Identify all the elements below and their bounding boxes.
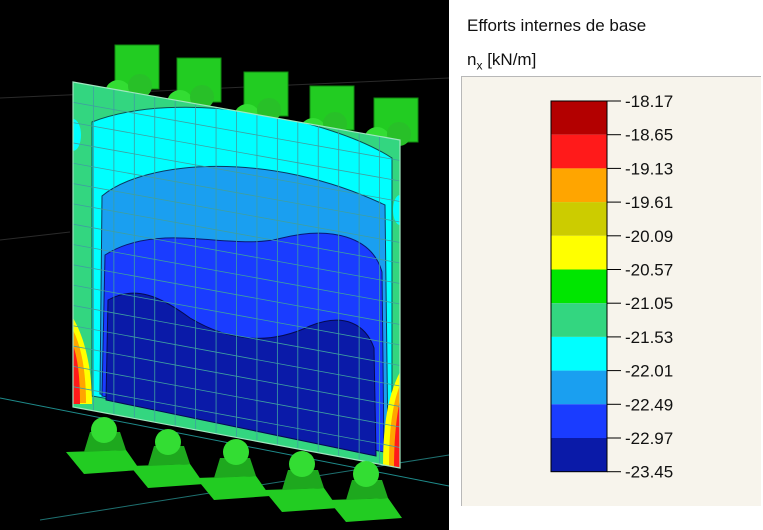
legend-swatch: [551, 168, 607, 203]
mesh-line: [73, 386, 400, 448]
corner-bubble: [73, 119, 81, 151]
legend-value: -19.13: [625, 159, 673, 178]
results-panel: Efforts internes de base nx [kN/m] -18.1…: [457, 0, 763, 530]
legend-swatch: [551, 202, 607, 236]
legend-value: -20.57: [625, 261, 673, 280]
panel-title: Efforts internes de base: [467, 16, 647, 35]
legend-swatch: [551, 269, 607, 304]
mesh-line: [73, 305, 400, 366]
bottom-support: [130, 429, 204, 488]
panel-divider[interactable]: [449, 0, 457, 530]
panel-quantity-label: nx [kN/m]: [467, 50, 536, 72]
legend-swatch: [551, 370, 607, 405]
fe-mesh: [73, 85, 400, 465]
mesh-line: [73, 284, 400, 346]
legend-value: -18.17: [625, 92, 673, 111]
legend-swatch: [551, 438, 607, 472]
legend-value: -22.49: [625, 395, 673, 414]
corner-bubble: [393, 195, 400, 225]
mesh-line: [73, 264, 400, 325]
legend-swatch: [551, 235, 607, 270]
legend-frame: [550, 100, 608, 473]
legend-swatch: [551, 134, 607, 169]
legend-value: -18.65: [625, 126, 673, 145]
construction-line: [0, 77, 449, 99]
legend-value: -22.97: [625, 429, 673, 448]
legend-value: -22.01: [625, 362, 673, 381]
color-legend: -18.17 -18.65 -19.13 -19.61 -20.09 -20.57 -21.…: [461, 76, 761, 506]
edge-gradient-left: [73, 345, 80, 404]
legend-value: -23.45: [625, 463, 673, 482]
legend-swatch: [551, 303, 607, 337]
legend-value: -19.61: [625, 193, 673, 212]
plate-outline: [72, 81, 401, 469]
mesh-line: [73, 325, 400, 387]
bottom-support: [66, 417, 140, 474]
quantity-unit: [kN/m]: [482, 50, 537, 69]
bottom-support: [264, 451, 338, 512]
top-support: [167, 57, 222, 116]
legend-value: -20.09: [625, 227, 673, 246]
legend-swatch: [551, 336, 607, 371]
edge-gradient-right: [394, 400, 400, 468]
model-viewport[interactable]: [0, 0, 449, 530]
legend-swatch: [551, 404, 607, 438]
quantity-subscript: x: [476, 58, 483, 73]
bottom-support: [328, 461, 402, 522]
plate: [73, 82, 400, 468]
bottom-supports: [66, 417, 402, 522]
mesh-line: [73, 244, 400, 305]
legend-scale: -18.17 -18.65 -19.13 -19.61 -20.09 -20.57 -21.…: [550, 92, 673, 482]
construction-line: [0, 231, 71, 241]
mesh-line: [73, 365, 400, 428]
legend-value: -21.05: [625, 294, 673, 313]
legend-swatch: [551, 101, 607, 135]
panel-header: Efforts internes de base nx [kN/m]: [457, 0, 763, 76]
plate-contour-view: [0, 44, 449, 522]
panel-footer: [457, 506, 763, 530]
legend-value: -21.53: [625, 328, 673, 347]
bottom-support: [196, 439, 270, 500]
quantity-symbol: n: [467, 50, 477, 69]
mesh-line: [73, 345, 400, 407]
